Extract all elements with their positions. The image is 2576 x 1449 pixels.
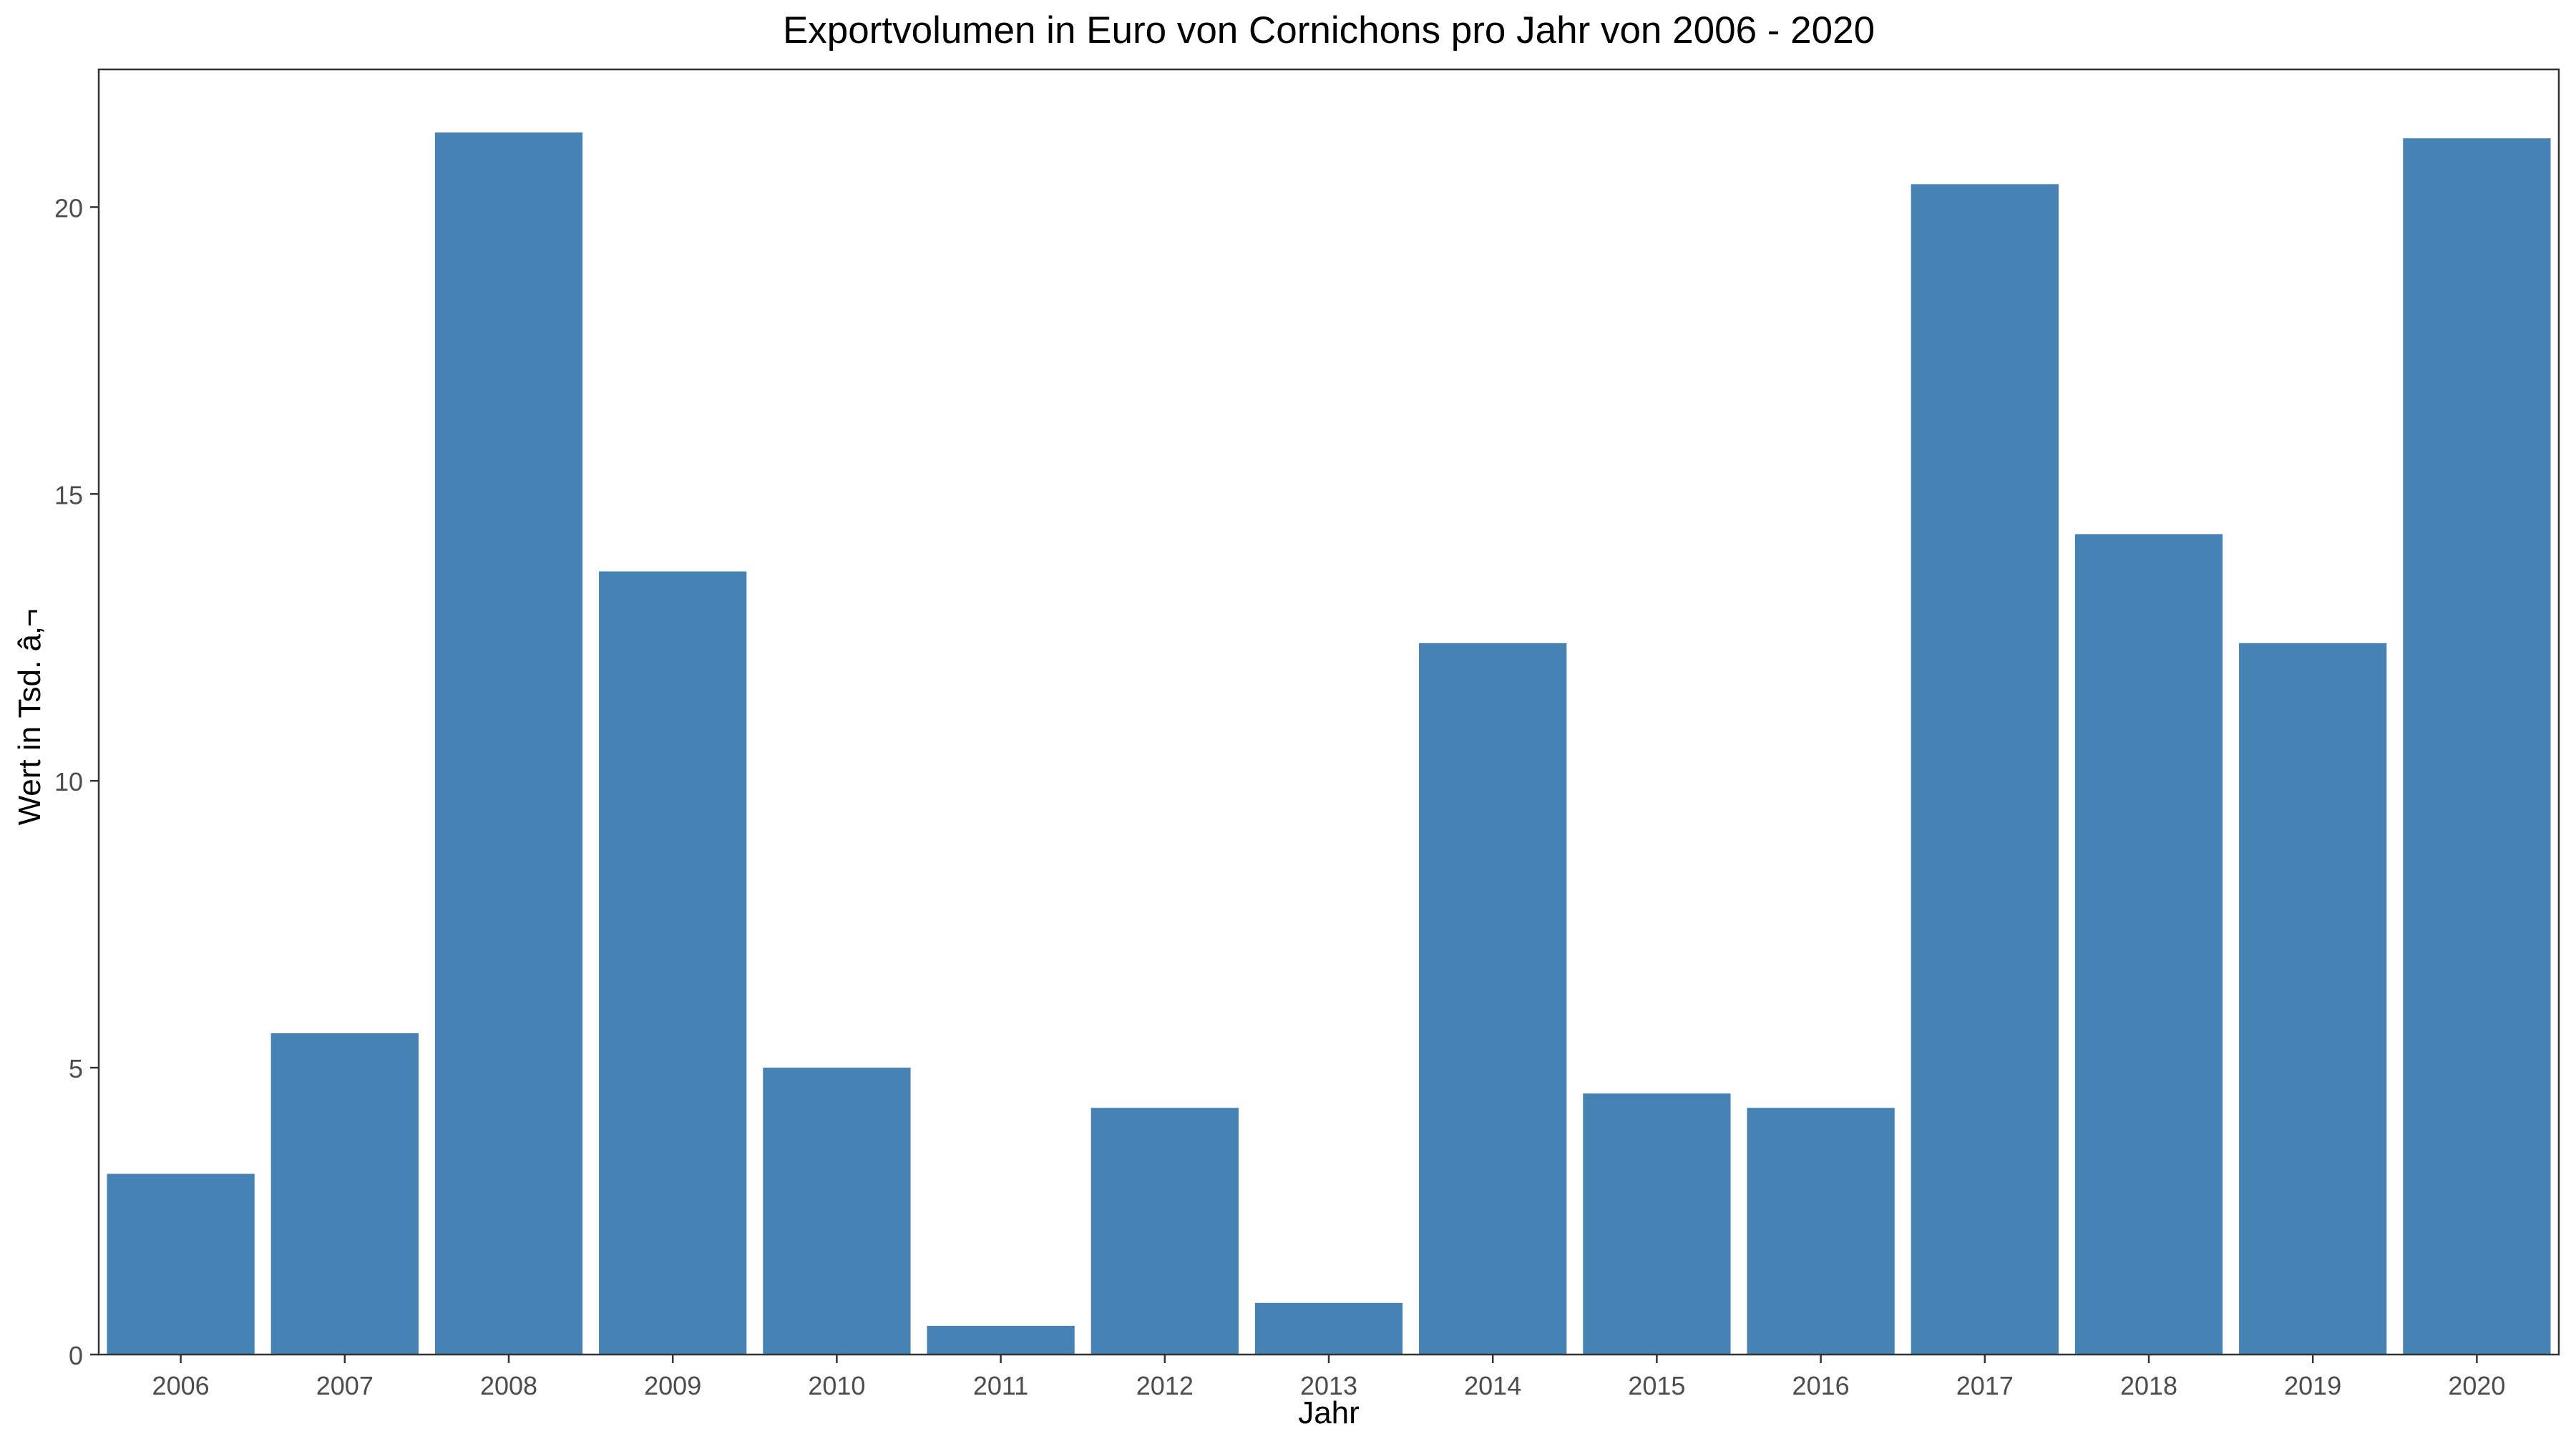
bar-2007 — [270, 1033, 419, 1355]
bar-2010 — [763, 1068, 911, 1355]
x-tick-label-2008: 2008 — [480, 1371, 537, 1400]
x-tick-label-2010: 2010 — [808, 1371, 865, 1400]
x-tick-label-2011: 2011 — [973, 1371, 1028, 1400]
x-axis-label: Jahr — [1298, 1395, 1360, 1430]
x-tick-label-2009: 2009 — [644, 1371, 701, 1400]
x-tick-label-2012: 2012 — [1136, 1371, 1194, 1400]
bar-2012 — [1091, 1108, 1239, 1355]
y-tick-label-15: 15 — [54, 480, 83, 509]
bar-2020 — [2403, 138, 2551, 1355]
x-tick-label-2016: 2016 — [1792, 1371, 1850, 1400]
bar-2019 — [2239, 643, 2387, 1355]
x-tick-label-2014: 2014 — [1464, 1371, 1521, 1400]
bar-2006 — [107, 1174, 255, 1355]
x-tick-label-2013: 2013 — [1300, 1371, 1357, 1400]
bar-2017 — [1911, 184, 2059, 1355]
bar-2015 — [1583, 1093, 1731, 1355]
bar-2009 — [599, 571, 747, 1355]
chart-title: Exportvolumen in Euro von Cornichons pro… — [782, 9, 1875, 52]
y-tick-label-0: 0 — [69, 1341, 83, 1370]
bar-2008 — [434, 132, 583, 1355]
y-tick-label-20: 20 — [54, 193, 83, 223]
x-tick-label-2006: 2006 — [152, 1371, 210, 1400]
y-axis-label: Wert in Tsd. â‚¬ — [12, 608, 47, 826]
bar-2018 — [2074, 534, 2223, 1355]
x-tick-label-2019: 2019 — [2284, 1371, 2341, 1400]
y-tick-label-10: 10 — [54, 767, 83, 796]
bar-2016 — [1747, 1108, 1895, 1355]
x-tick-label-2018: 2018 — [2120, 1371, 2177, 1400]
x-tick-label-2007: 2007 — [316, 1371, 374, 1400]
x-tick-label-2015: 2015 — [1628, 1371, 1685, 1400]
y-tick-label-5: 5 — [69, 1054, 83, 1083]
bar-2014 — [1419, 643, 1567, 1355]
x-tick-label-2017: 2017 — [1956, 1371, 2014, 1400]
bar-2013 — [1254, 1302, 1403, 1355]
x-tick-label-2020: 2020 — [2448, 1371, 2505, 1400]
bar-2011 — [927, 1325, 1075, 1355]
